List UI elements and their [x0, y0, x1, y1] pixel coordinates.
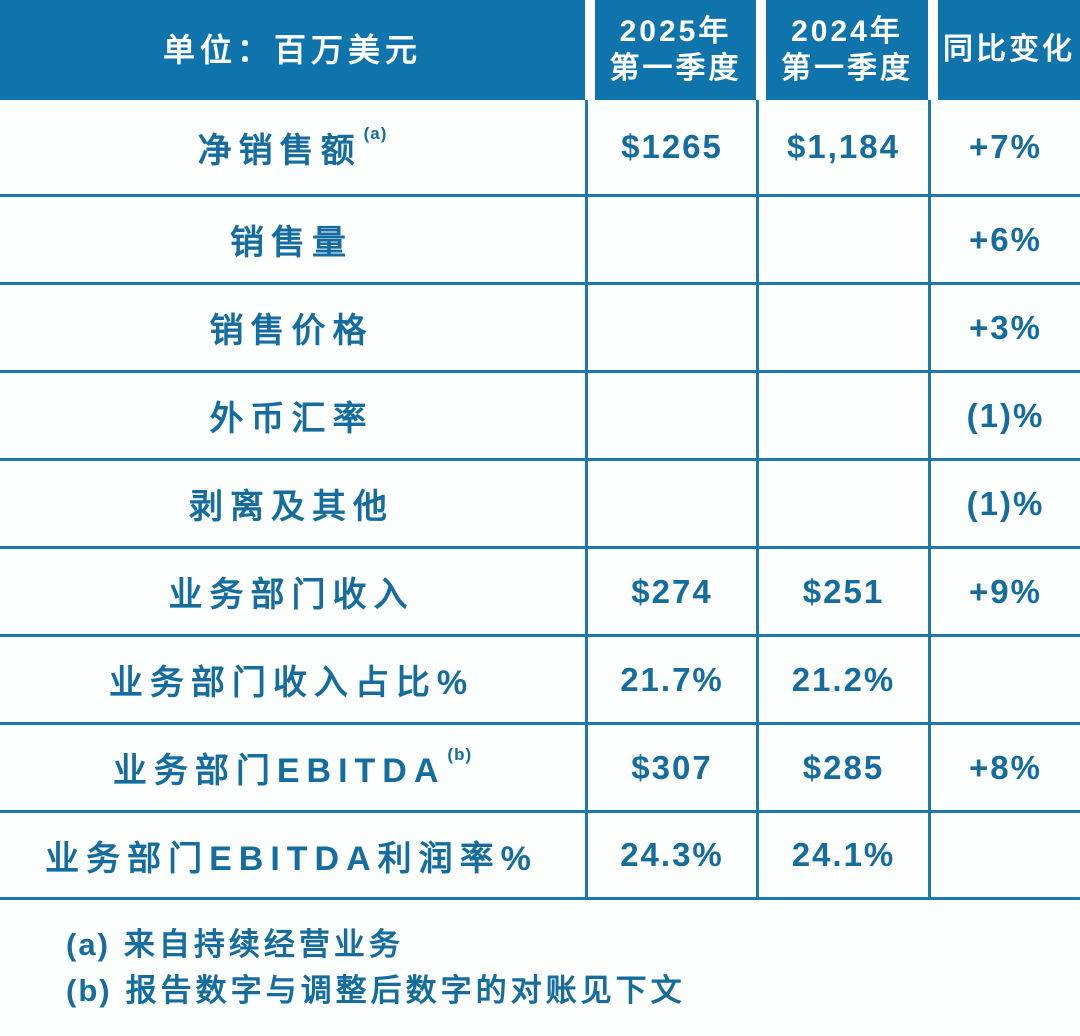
row-label: 业务部门收入占比%: [108, 664, 475, 702]
unit-header: 单位：百万美元: [0, 0, 585, 100]
col-header-2024-line1: 2024年: [791, 14, 903, 48]
cell-2024: $251: [756, 549, 928, 637]
col-header-2025-q1: 2025年 第一季度: [585, 0, 756, 100]
footnote-marker: (b): [66, 973, 112, 1008]
footnote-marker: (a): [66, 927, 110, 962]
row-label-cell: 外币汇率: [0, 373, 585, 461]
row-label-cell: 剥离及其他: [0, 461, 585, 549]
row-label: 业务部门EBITDA: [112, 752, 446, 790]
col-header-2024-line2: 第一季度: [781, 52, 913, 85]
table-row: 销售量 +6%: [0, 197, 1080, 285]
col-header-2025-line1: 2025年: [619, 14, 732, 48]
table-row: 外币汇率 (1)%: [0, 373, 1080, 461]
row-label-cell: 业务部门EBITDA (b): [0, 725, 585, 813]
cell-2024: 21.2%: [756, 637, 928, 725]
row-label-cell: 业务部门EBITDA利润率%: [0, 813, 585, 900]
row-label: 销售价格: [209, 312, 374, 350]
cell-2025: $1265: [585, 100, 756, 197]
row-label: 业务部门EBITDA利润率%: [45, 839, 538, 878]
footnote-sup: (b): [447, 744, 473, 764]
footnote-item: (a) 来自持续经营业务: [66, 922, 1080, 968]
cell-2024: 24.1%: [756, 813, 928, 900]
cell-yoy: +7%: [928, 100, 1080, 197]
footnote-text: 来自持续经营业务: [123, 927, 404, 962]
cell-yoy: +8%: [928, 725, 1080, 813]
footnote-text: 报告数字与调整后数字的对账见下文: [125, 973, 686, 1008]
row-label-cell: 业务部门收入占比%: [0, 637, 585, 725]
footnote-item: (b) 报告数字与调整后数字的对账见下文: [66, 968, 1080, 1014]
table-row: 剥离及其他 (1)%: [0, 461, 1080, 549]
footnote-sup: (a): [363, 124, 388, 143]
row-label-cell: 净销售额 (a): [0, 100, 585, 197]
cell-2024: $1,184: [756, 100, 928, 197]
row-label-cell: 业务部门收入: [0, 549, 585, 637]
table-row: 业务部门收入占比% 21.7% 21.2%: [0, 637, 1080, 725]
row-label: 剥离及其他: [189, 488, 394, 526]
cell-2024: [756, 461, 928, 549]
cell-2025: $274: [585, 549, 756, 637]
cell-2024: $285: [756, 725, 928, 813]
col-header-2025-line2: 第一季度: [609, 52, 742, 85]
cell-2024: [756, 285, 928, 373]
table-header-row: 单位：百万美元 2025年 第一季度 2024年 第一季度 同比变化: [0, 0, 1080, 100]
row-label: 净销售额: [197, 131, 362, 170]
cell-yoy: (1)%: [928, 461, 1080, 549]
cell-yoy: +6%: [928, 197, 1080, 285]
table-row: 业务部门EBITDA (b) $307 $285 +8%: [0, 725, 1080, 813]
table-row: 净销售额 (a) $1265 $1,184 +7%: [0, 100, 1080, 197]
cell-yoy: +9%: [928, 549, 1080, 637]
cell-2025: 24.3%: [585, 813, 756, 900]
cell-yoy: [928, 813, 1080, 900]
cell-2024: [756, 373, 928, 461]
col-header-2024-q1: 2024年 第一季度: [756, 0, 928, 100]
row-label: 销售量: [230, 224, 353, 262]
table-row: 销售价格 +3%: [0, 285, 1080, 373]
col-header-yoy-label: 同比变化: [943, 33, 1075, 67]
cell-2025: 21.7%: [585, 637, 756, 725]
cell-yoy: +3%: [928, 285, 1080, 373]
cell-2025: [585, 373, 756, 461]
cell-2024: [756, 197, 928, 285]
cell-yoy: [928, 637, 1080, 725]
col-header-yoy: 同比变化: [928, 0, 1080, 100]
table-row: 业务部门EBITDA利润率% 24.3% 24.1%: [0, 813, 1080, 900]
cell-2025: $307: [585, 725, 756, 813]
cell-2025: [585, 461, 756, 549]
row-label: 外币汇率: [209, 400, 374, 438]
footnotes: (a) 来自持续经营业务 (b) 报告数字与调整后数字的对账见下文: [0, 922, 1080, 1014]
table-row: 业务部门收入 $274 $251 +9%: [0, 549, 1080, 637]
row-label-cell: 销售量: [0, 197, 585, 285]
cell-2025: [585, 197, 756, 285]
cell-yoy: (1)%: [928, 373, 1080, 461]
cell-2025: [585, 285, 756, 373]
row-label-cell: 销售价格: [0, 285, 585, 373]
row-label: 业务部门收入: [168, 576, 415, 614]
